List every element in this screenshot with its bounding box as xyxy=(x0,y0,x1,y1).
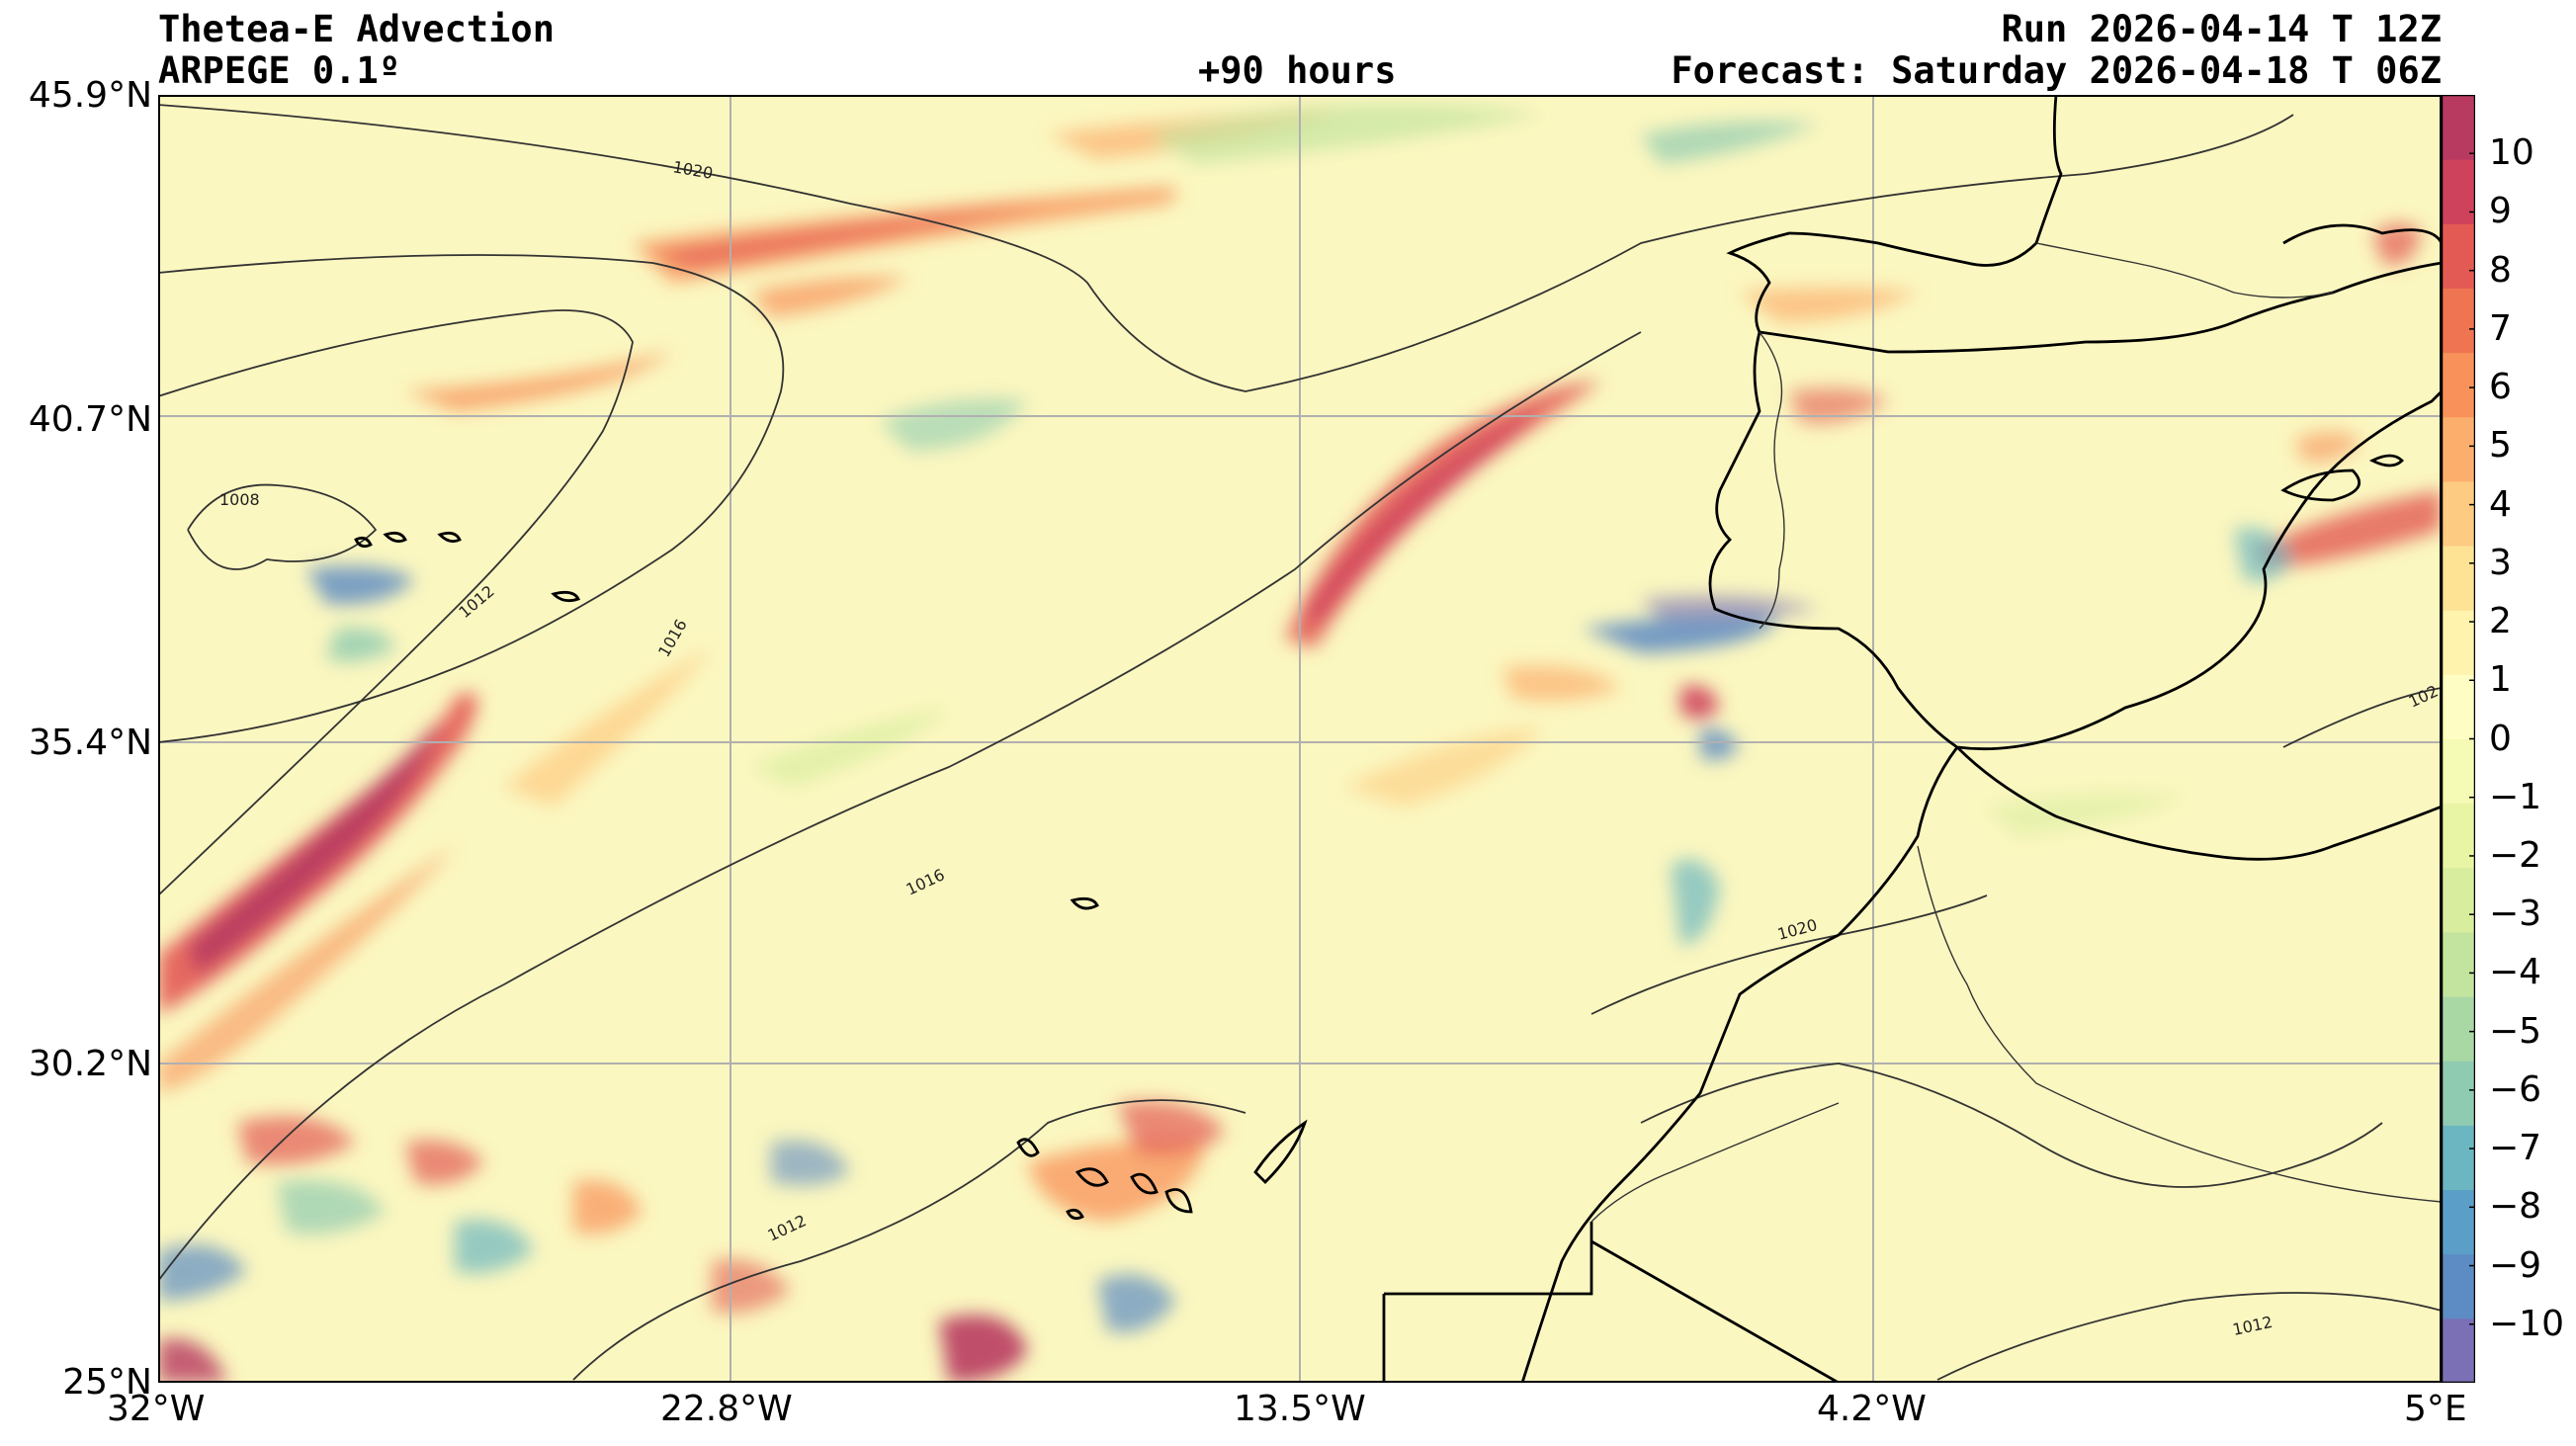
colorbar-segment xyxy=(2442,159,2475,224)
map-frame xyxy=(158,95,2442,1383)
colorbar-tick-label: 2 xyxy=(2489,601,2512,642)
map-panel: 1020 1008 1012 1016 1016 1020 1012 1012 … xyxy=(158,95,2442,1383)
colorbar-segment xyxy=(2442,867,2475,933)
colorbar xyxy=(2442,95,2475,1383)
colorbar-tick-label: −3 xyxy=(2489,893,2542,935)
lat-tick-label: 30.2°N xyxy=(28,1044,152,1084)
coastlines xyxy=(354,95,2442,1383)
colorbar-segment xyxy=(2442,1318,2475,1383)
colorbar-tick-label: −5 xyxy=(2489,1010,2542,1052)
colorbar-segment xyxy=(2442,546,2475,611)
lat-tick-label: 45.9°N xyxy=(28,75,152,116)
colorbar-tick-label: 10 xyxy=(2489,132,2534,174)
lat-tick-label: 35.4°N xyxy=(28,723,152,763)
graticule xyxy=(158,95,2442,1383)
chart-title: Thetea-E Advection xyxy=(158,8,555,50)
colorbar-tick-label: −7 xyxy=(2489,1128,2542,1169)
colorbar-segment xyxy=(2442,1061,2475,1126)
colorbar-segment xyxy=(2442,480,2475,547)
colorbar-tick-label: 7 xyxy=(2489,307,2512,349)
colorbar-tick-label: −1 xyxy=(2489,776,2542,817)
lon-tick-label: 4.2°W xyxy=(1817,1389,1927,1429)
colorbar-segment xyxy=(2442,1253,2475,1319)
colorbar-tick-label: −8 xyxy=(2489,1186,2542,1228)
lon-tick-label: 22.8°W xyxy=(660,1389,793,1429)
colorbar-segment xyxy=(2442,95,2475,160)
colorbar-segment xyxy=(2442,288,2475,354)
lon-tick-label: 13.5°W xyxy=(1234,1389,1366,1429)
colorbar-tick-label: 0 xyxy=(2489,718,2512,759)
run-label: Run 2026-04-14 T 12Z xyxy=(2001,8,2442,50)
map-canvas: 1020 1008 1012 1016 1016 1020 1012 1012 … xyxy=(158,95,2442,1383)
colorbar-tick-label: 4 xyxy=(2489,483,2512,525)
colorbar-tick-label: 6 xyxy=(2489,367,2512,408)
colorbar-tick-label: 8 xyxy=(2489,249,2512,291)
lead-time-label: +90 hours xyxy=(1198,49,1397,92)
colorbar-segment xyxy=(2442,223,2475,289)
colorbar-segment xyxy=(2442,931,2475,997)
colorbar-tick-label: 5 xyxy=(2489,425,2512,467)
colorbar-tick-label: −6 xyxy=(2489,1068,2542,1110)
isobar-label: 1008 xyxy=(219,490,260,509)
colorbar-segment xyxy=(2442,996,2475,1062)
colorbar-segment xyxy=(2442,738,2475,805)
colorbar-tick-label: −4 xyxy=(2489,952,2542,993)
colorbar-segment xyxy=(2442,352,2475,418)
colorbar-segment xyxy=(2442,416,2475,482)
colorbar-tick-label: −9 xyxy=(2489,1244,2542,1286)
colorbar-tick-label: 1 xyxy=(2489,659,2512,701)
borders xyxy=(1590,242,2442,1223)
lon-tick-label: 32°W xyxy=(107,1389,206,1429)
model-label: ARPEGE 0.1º xyxy=(158,49,401,92)
advection-field xyxy=(158,103,2442,1383)
colorbar-tick-label: −2 xyxy=(2489,834,2542,876)
colorbar-tick-label: 3 xyxy=(2489,542,2512,583)
lat-tick-label: 25°N xyxy=(62,1362,152,1403)
colorbar-segment xyxy=(2442,803,2475,869)
forecast-label: Forecast: Saturday 2026-04-18 T 06Z xyxy=(1671,49,2442,92)
isobars xyxy=(158,104,2442,1381)
colorbar-tick-label: 9 xyxy=(2489,191,2512,232)
lon-tick-label: 5°E xyxy=(2404,1389,2467,1429)
colorbar-segment xyxy=(2442,1125,2475,1191)
lat-tick-label: 40.7°N xyxy=(28,399,152,440)
colorbar-segment xyxy=(2442,1189,2475,1255)
colorbar-tick-label: −10 xyxy=(2489,1303,2564,1344)
colorbar-segment xyxy=(2442,674,2475,739)
colorbar-segment xyxy=(2442,610,2475,675)
